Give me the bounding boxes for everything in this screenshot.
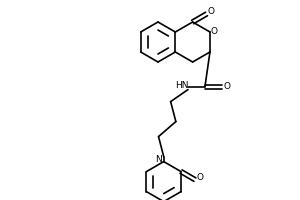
- Text: O: O: [224, 82, 230, 91]
- Text: O: O: [208, 7, 215, 17]
- Text: O: O: [211, 26, 218, 36]
- Text: O: O: [196, 173, 203, 182]
- Text: HN: HN: [175, 81, 189, 90]
- Text: N: N: [155, 155, 162, 164]
